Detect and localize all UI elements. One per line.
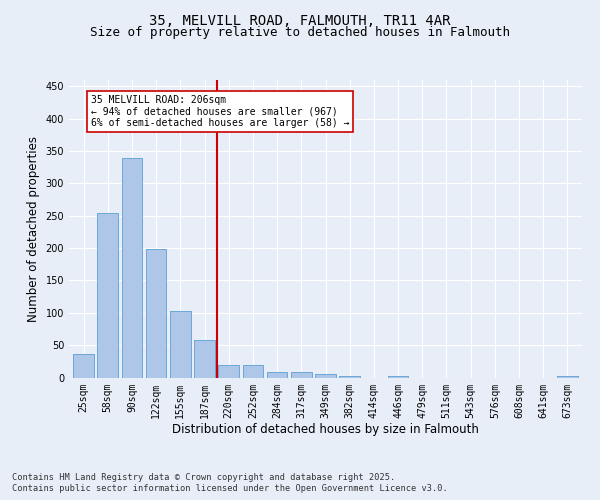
- Bar: [170, 311, 191, 378]
- Bar: [267, 372, 287, 378]
- Bar: [315, 374, 336, 378]
- Bar: [73, 354, 94, 378]
- Bar: [122, 158, 142, 378]
- Bar: [97, 212, 118, 378]
- Bar: [218, 365, 239, 378]
- Bar: [291, 372, 311, 378]
- Text: Size of property relative to detached houses in Falmouth: Size of property relative to detached ho…: [90, 26, 510, 39]
- Bar: [388, 376, 409, 378]
- Text: Contains public sector information licensed under the Open Government Licence v3: Contains public sector information licen…: [12, 484, 448, 493]
- X-axis label: Distribution of detached houses by size in Falmouth: Distribution of detached houses by size …: [172, 423, 479, 436]
- Bar: [557, 376, 578, 378]
- Y-axis label: Number of detached properties: Number of detached properties: [27, 136, 40, 322]
- Text: Contains HM Land Registry data © Crown copyright and database right 2025.: Contains HM Land Registry data © Crown c…: [12, 472, 395, 482]
- Text: 35, MELVILL ROAD, FALMOUTH, TR11 4AR: 35, MELVILL ROAD, FALMOUTH, TR11 4AR: [149, 14, 451, 28]
- Text: 35 MELVILL ROAD: 206sqm
← 94% of detached houses are smaller (967)
6% of semi-de: 35 MELVILL ROAD: 206sqm ← 94% of detache…: [91, 95, 349, 128]
- Bar: [194, 340, 215, 378]
- Bar: [146, 250, 166, 378]
- Bar: [242, 365, 263, 378]
- Bar: [340, 376, 360, 378]
